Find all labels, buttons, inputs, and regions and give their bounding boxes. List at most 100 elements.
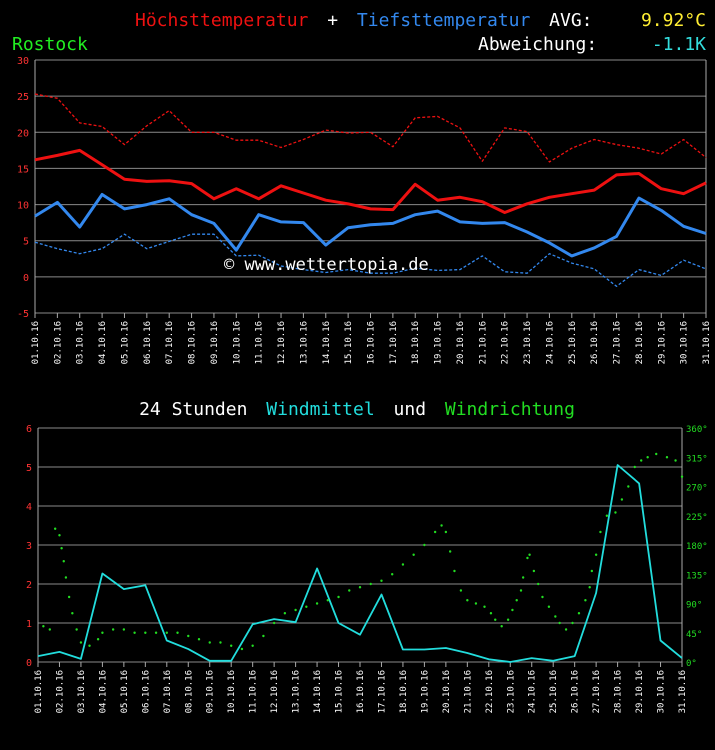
y2-tick-label: 225° — [686, 513, 708, 523]
direction-point — [633, 465, 636, 469]
direction-point — [680, 475, 684, 478]
direction-point — [594, 553, 598, 556]
x-tick-label: 25.10.16 — [568, 321, 578, 364]
direction-point — [605, 514, 609, 517]
extreme-series-line — [34, 93, 707, 163]
direction-point — [521, 576, 525, 579]
x-tick-label: 06.10.16 — [143, 321, 153, 364]
x-tick-label: 14.10.16 — [313, 670, 323, 713]
y-tick-label: 10 — [17, 201, 29, 212]
y-tick-label: 0 — [26, 658, 32, 669]
wind-x-axis: 01.10.16 02.10.16 03.10.16 04.10.16 05.10.16… — [34, 670, 688, 713]
x-tick-label: 24.10.16 — [545, 321, 555, 364]
direction-point — [412, 553, 415, 556]
direction-point — [165, 631, 168, 634]
direction-point — [466, 599, 469, 602]
direction-point — [144, 631, 147, 634]
x-tick-label: 28.10.16 — [635, 321, 645, 364]
direction-point — [453, 569, 456, 573]
direction-point — [101, 631, 104, 634]
direction-point — [571, 621, 574, 625]
x-tick-label: 17.10.16 — [377, 670, 387, 713]
direction-point — [558, 621, 561, 625]
wind-y-axis: 0 1 2 3 4 5 6 — [26, 424, 32, 669]
direction-point — [219, 641, 222, 644]
direction-point — [380, 579, 383, 582]
series-line — [37, 464, 683, 663]
direction-point — [60, 547, 63, 550]
wind-title-part3: und — [394, 399, 427, 420]
direction-point — [62, 560, 65, 563]
y2-tick-label: 270° — [686, 484, 708, 494]
x-tick-label: 10.10.16 — [232, 321, 242, 364]
direction-point — [315, 602, 319, 605]
direction-point — [564, 628, 568, 631]
x-tick-label: 30.10.16 — [657, 670, 667, 713]
x-tick-label: 26.10.16 — [590, 321, 600, 364]
y-tick-label: 6 — [26, 424, 32, 435]
x-tick-label: 23.10.16 — [506, 670, 516, 713]
x-tick-label: 19.10.16 — [420, 670, 430, 713]
direction-point — [283, 612, 287, 615]
temperature-gridlines — [34, 59, 707, 318]
x-tick-label: 03.10.16 — [76, 321, 86, 364]
direction-point — [494, 618, 497, 621]
direction-point — [590, 569, 594, 573]
direction-point — [67, 595, 71, 599]
direction-point — [369, 582, 372, 586]
direction-point — [64, 576, 68, 579]
y2-tick-label: 180° — [686, 542, 708, 552]
direction-point — [440, 524, 443, 527]
series-line — [34, 193, 707, 258]
direction-point — [391, 573, 394, 576]
wind-chart: 0 1 2 3 4 5 6 0° 45° 90° 135° 180° 225° 270° 315° 360°… — [26, 424, 708, 713]
x-tick-label: 21.10.16 — [463, 670, 473, 713]
direction-point — [614, 511, 617, 514]
x-tick-label: 15.10.16 — [344, 321, 354, 364]
y-tick-label: 25 — [17, 92, 29, 103]
direction-point — [154, 631, 158, 634]
x-tick-label: 21.10.16 — [478, 321, 488, 364]
x-tick-label: 26.10.16 — [571, 670, 581, 713]
direction-point — [627, 485, 630, 488]
direction-point — [58, 534, 61, 537]
y2-tick-label: 90° — [686, 601, 702, 611]
direction-point — [48, 628, 52, 631]
direction-point — [88, 644, 91, 647]
direction-point — [71, 612, 74, 615]
direction-point — [122, 628, 126, 631]
direction-point — [251, 644, 254, 647]
x-tick-label: 23.10.16 — [523, 321, 533, 364]
x-tick-label: 05.10.16 — [120, 321, 130, 364]
series-line — [34, 148, 707, 214]
x-tick-label: 12.10.16 — [270, 670, 280, 713]
x-tick-label: 13.10.16 — [299, 321, 309, 364]
x-tick-label: 27.10.16 — [592, 670, 602, 713]
y-tick-label: 1 — [26, 619, 32, 630]
x-tick-label: 20.10.16 — [456, 321, 466, 364]
direction-point — [176, 631, 179, 634]
wind-series — [37, 452, 684, 663]
y-tick-label: 4 — [26, 502, 32, 513]
y2-tick-label: 0° — [686, 659, 697, 669]
y2-tick-label: 135° — [686, 571, 708, 581]
low-temp-label: Tiefsttemperatur — [357, 10, 531, 31]
direction-point — [474, 602, 478, 605]
x-tick-label: 18.10.16 — [411, 321, 421, 364]
direction-point — [444, 530, 448, 534]
direction-point — [500, 625, 503, 628]
direction-point — [528, 553, 531, 556]
direction-point — [294, 608, 297, 612]
x-tick-label: 07.10.16 — [165, 321, 175, 364]
x-tick-label: 17.10.16 — [389, 321, 399, 364]
direction-point — [483, 605, 486, 608]
x-tick-label: 09.10.16 — [210, 321, 220, 364]
direction-point — [187, 634, 190, 638]
x-tick-label: 28.10.16 — [614, 670, 624, 713]
x-tick-label: 01.10.16 — [31, 321, 41, 364]
y-tick-label: 5 — [26, 463, 32, 474]
direction-point — [423, 543, 426, 547]
x-tick-label: 31.10.16 — [678, 670, 688, 713]
y-tick-label: 0 — [23, 273, 29, 284]
wind-gridlines — [37, 427, 683, 667]
